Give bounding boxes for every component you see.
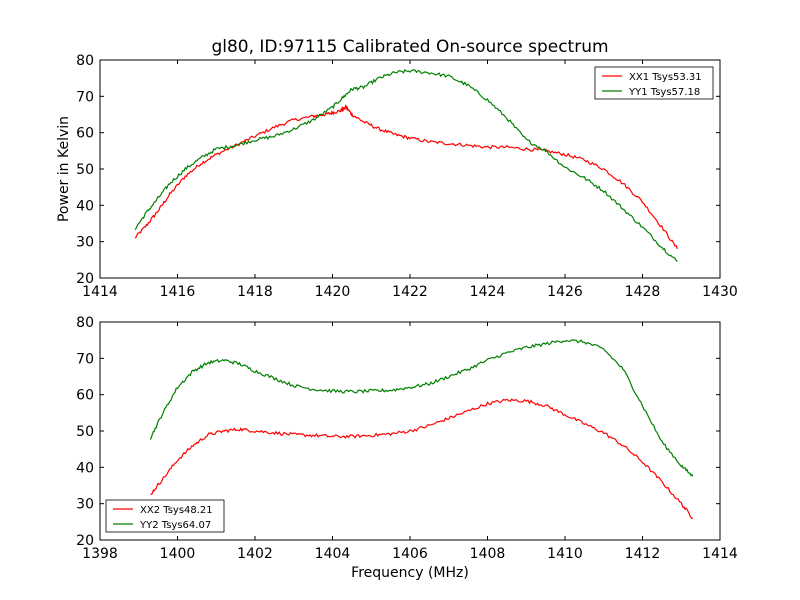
x-tick-label: 1430: [702, 284, 738, 300]
legend-box: [594, 66, 714, 100]
x-tick-label: 1422: [392, 284, 428, 300]
y-tick-label: 60: [76, 388, 94, 404]
legend-label: YY1 Tsys57.18: [628, 87, 700, 98]
x-tick-label: 1414: [702, 546, 738, 562]
x-tick-label: 1420: [315, 284, 351, 300]
legend-box: [105, 499, 225, 533]
x-tick-label: 1428: [625, 284, 661, 300]
y-tick-label: 50: [76, 162, 94, 178]
x-axis-label: Frequency (MHz): [351, 565, 469, 581]
x-tick-label: 1408: [470, 546, 506, 562]
series-line-1-0: [150, 398, 694, 520]
y-tick-label: 40: [76, 460, 94, 476]
x-tick-label: 1406: [392, 546, 428, 562]
y-tick-label: 30: [76, 235, 94, 251]
y-tick-label: 50: [76, 424, 94, 440]
x-tick-label: 1410: [547, 546, 583, 562]
x-tick-label: 1418: [237, 284, 273, 300]
y-tick-label: 80: [76, 53, 94, 69]
x-tick-label: 1426: [547, 284, 583, 300]
legend-label: YY2 Tsys64.07: [139, 520, 211, 531]
bottom-panel: 1398 1400 1402 1404 1406 1408 1410 1412 1414 20 30…: [76, 315, 738, 562]
x-tick-label: 1404: [315, 546, 351, 562]
x-tick-label: 1414: [82, 284, 118, 300]
top-panel: 1414 1416 1418 1420 1422 1424 1426 1428 1430 20 30…: [76, 53, 738, 300]
x-tick-label: 1400: [160, 546, 196, 562]
legend: XX1 Tsys53.31 YY1 Tsys57.18: [594, 66, 714, 100]
y-tick-label: 30: [76, 497, 94, 513]
y-axis-label: Power in Kelvin: [56, 116, 72, 222]
series-line-1-1: [149, 339, 694, 477]
y-tick-label: 20: [76, 271, 94, 287]
chart-title: gl80, ID:97115 Calibrated On-source spec…: [211, 37, 608, 57]
x-tick-label: 1412: [625, 546, 661, 562]
legend: XX2 Tsys48.21 YY2 Tsys64.07: [105, 499, 225, 533]
x-tick-label: 1424: [470, 284, 506, 300]
series-line-0-1: [134, 68, 678, 263]
y-tick-label: 80: [76, 315, 94, 331]
x-tick-label: 1402: [237, 546, 273, 562]
x-tick-label: 1398: [82, 546, 118, 562]
legend-label: XX2 Tsys48.21: [140, 505, 213, 516]
y-tick-label: 20: [76, 533, 94, 549]
legend-label: XX1 Tsys53.31: [629, 72, 702, 83]
x-tick-label: 1416: [160, 284, 196, 300]
y-tick-label: 40: [76, 198, 94, 214]
y-tick-label: 70: [76, 89, 94, 105]
y-tick-label: 70: [76, 351, 94, 367]
series-line-0-0: [134, 103, 678, 250]
y-tick-label: 60: [76, 126, 94, 142]
